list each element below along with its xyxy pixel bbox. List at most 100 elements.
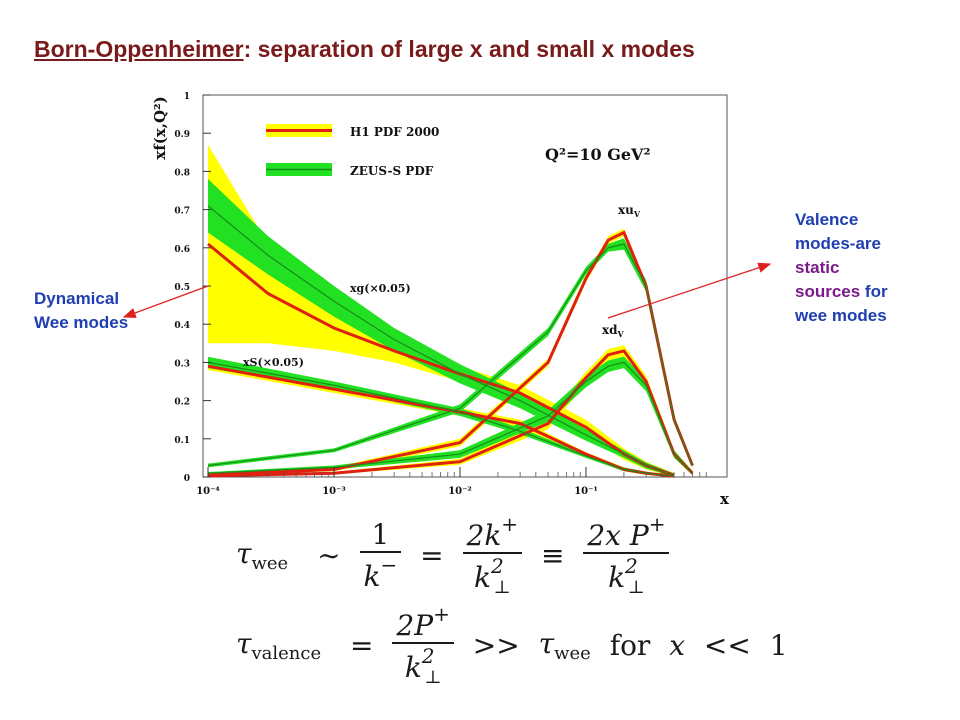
eq2-for: for bbox=[609, 628, 651, 662]
valence-note-line3: static bbox=[795, 258, 840, 277]
eq2-frac-num-sup: + bbox=[433, 602, 450, 626]
x-tick-label: 10⁻⁴ bbox=[196, 486, 220, 497]
valence-modes-note: Valence modes-are static sources for wee… bbox=[795, 208, 888, 328]
eq2-frac: 2P+ k2⊥ bbox=[392, 602, 454, 688]
y-tick-label: 1 bbox=[184, 92, 190, 102]
eq2-ll: << bbox=[703, 628, 751, 662]
eq2-one: 1 bbox=[769, 628, 788, 662]
curve-label-xs: xS(×0.05) bbox=[243, 356, 304, 369]
eq1-lhs: τwee bbox=[236, 537, 298, 574]
eq1-lhs-sub: wee bbox=[251, 552, 289, 574]
x-tick-label: 10⁻³ bbox=[322, 486, 346, 497]
q2-annotation: Q²=10 GeV² bbox=[545, 145, 650, 164]
eq1-frac3-den-sub: ⊥ bbox=[627, 577, 645, 598]
valence-note-line4: sources for bbox=[795, 280, 888, 304]
series-xd-zeus-line bbox=[207, 361, 693, 474]
eq1-frac2-num: 2k+ bbox=[463, 512, 523, 552]
eq1-frac1-den: k− bbox=[359, 550, 402, 593]
series-lines bbox=[207, 205, 694, 478]
eq1-frac1-num: 1 bbox=[371, 517, 390, 551]
eq2-gg: >> bbox=[472, 628, 520, 662]
eq1-equiv: ≡ bbox=[540, 538, 565, 572]
curve-label-xd-text: xd bbox=[602, 323, 618, 337]
valence-note-line5: wee modes bbox=[795, 306, 887, 325]
legend-h1-label: H1 PDF 2000 bbox=[350, 125, 439, 139]
legend-zeus-label: ZEUS-S PDF bbox=[350, 164, 434, 178]
arrow-to-valence-note bbox=[607, 262, 772, 319]
wee-note-line1: Dynamical bbox=[34, 289, 120, 308]
curve-label-xu: xuV bbox=[618, 203, 641, 219]
axes: 0 0.1 0.2 0.3 0.4 0.5 0.6 0.7 0.8 0.9 1 10⁻⁴ 10⁻³ 10⁻… bbox=[174, 92, 707, 497]
series-bands bbox=[208, 144, 693, 477]
eq1-frac1-den-k: k bbox=[363, 559, 381, 593]
series-xs-zeus-line bbox=[207, 361, 675, 477]
wee-note-line2: Wee modes bbox=[34, 313, 129, 332]
curve-labels: xuV xdV xg(×0.05) xS(×0.05) bbox=[243, 203, 641, 369]
valence-note-line2: modes-are bbox=[795, 234, 881, 253]
eq1-frac2-den-sub: ⊥ bbox=[493, 577, 511, 598]
series-xu-zeus-line bbox=[207, 243, 694, 467]
eq2-frac-num: 2P+ bbox=[392, 602, 453, 642]
x-tick-label: 10⁻² bbox=[448, 486, 472, 497]
eq2-frac-den-sup: 2 bbox=[421, 644, 435, 668]
y-tick-label: 0.7 bbox=[174, 207, 190, 217]
y-tick-label: 0.5 bbox=[174, 283, 190, 293]
eq1-frac2-num-text: 2k bbox=[466, 519, 502, 552]
equation-tau-valence: τvalence = 2P+ k2⊥ >> τwee for x << 1 bbox=[236, 602, 788, 688]
eq1-sim: ∼ bbox=[317, 538, 341, 572]
eq1-frac3: 2x P+ k2⊥ bbox=[583, 512, 670, 598]
eq2-rhs-tau: τ bbox=[538, 626, 555, 660]
y-tick-label: 0.6 bbox=[174, 245, 190, 255]
eq1-frac3-den: k2⊥ bbox=[583, 552, 670, 598]
x-axis-label: x bbox=[720, 490, 730, 508]
eq1-frac3-num-text: 2x P bbox=[587, 519, 649, 552]
curve-label-xd-sub: V bbox=[617, 329, 625, 339]
y-tick-label: 0.2 bbox=[174, 398, 190, 408]
eq2-x: x bbox=[669, 628, 686, 662]
eq2-frac-den-sub: ⊥ bbox=[424, 667, 442, 688]
eq1-frac3-num: 2x P+ bbox=[583, 512, 669, 552]
valence-note-sources: sources bbox=[795, 282, 861, 301]
curve-label-xd: xdV bbox=[602, 323, 625, 339]
eq1-frac1: 1 k− bbox=[359, 517, 402, 593]
y-tick-label: 0 bbox=[184, 474, 190, 484]
eq1-frac2: 2k+ k2⊥ bbox=[462, 512, 523, 598]
eq1-frac2-den-sup: 2 bbox=[490, 554, 504, 578]
eq1-equals: = bbox=[420, 538, 444, 572]
x-tick-label: 10⁻¹ bbox=[574, 486, 598, 497]
eq2-rhs: τwee bbox=[539, 627, 591, 664]
curve-label-xu-sub: V bbox=[633, 209, 641, 219]
series-xg-zeus-line bbox=[207, 205, 675, 476]
legend: H1 PDF 2000 ZEUS-S PDF bbox=[266, 124, 439, 178]
title-underlined: Born-Oppenheimer bbox=[34, 36, 244, 62]
eq1-frac2-num-sup: + bbox=[501, 512, 519, 536]
eq1-frac3-den-k: k bbox=[608, 561, 626, 594]
y-tick-label: 0.8 bbox=[174, 168, 190, 178]
eq2-equals: = bbox=[350, 628, 374, 662]
eq1-frac3-den-sup: 2 bbox=[625, 554, 638, 578]
y-tick-label: 0.4 bbox=[174, 321, 190, 331]
series-xu-zeus-band bbox=[208, 238, 693, 468]
title-rest: : separation of large x and small x mode… bbox=[243, 36, 695, 62]
valence-note-line1: Valence bbox=[795, 210, 859, 229]
y-tick-label: 0.1 bbox=[174, 436, 190, 446]
eq2-lhs: τvalence bbox=[236, 627, 331, 664]
y-axis-label: xf(x,Q²) bbox=[151, 96, 169, 159]
arrow-to-wee-note bbox=[122, 285, 209, 318]
eq1-frac1-den-sup: − bbox=[380, 552, 398, 577]
y-tick-label: 0.3 bbox=[174, 359, 190, 369]
eq2-frac-den: k2⊥ bbox=[392, 642, 454, 688]
series-xd-h1-line bbox=[207, 349, 694, 478]
eq2-frac-num-text: 2P bbox=[396, 609, 434, 642]
y-tick-label: 0.9 bbox=[174, 130, 190, 140]
series-xg-h1-band bbox=[208, 144, 675, 477]
eq1-tau: τ bbox=[236, 536, 252, 570]
curve-label-xu-text: xu bbox=[618, 203, 634, 217]
curve-label-xg: xg(×0.05) bbox=[350, 282, 411, 295]
eq2-lhs-sub: valence bbox=[251, 642, 322, 664]
series-xs-h1-band bbox=[208, 362, 675, 477]
valence-note-for: for bbox=[860, 282, 888, 301]
eq1-frac2-den: k2⊥ bbox=[462, 552, 523, 598]
eq1-frac2-den-k: k bbox=[473, 561, 491, 594]
